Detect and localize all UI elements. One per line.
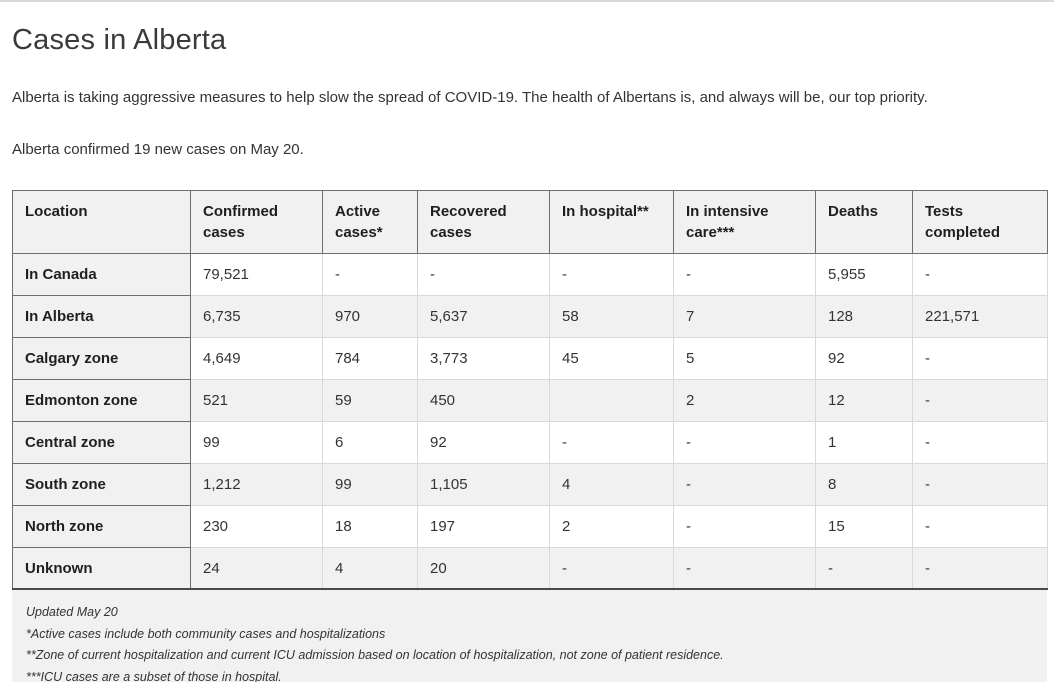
col-header-active-cases: Active cases* — [322, 189, 418, 254]
cell-confirmed: 6,735 — [190, 294, 323, 338]
cell-icu: - — [673, 420, 816, 464]
cell-hospital: 4 — [549, 462, 674, 506]
cell-deaths: 92 — [815, 336, 913, 380]
cell-recovered: 92 — [417, 420, 550, 464]
table-footnotes: Updated May 20 *Active cases include bot… — [12, 590, 1047, 682]
cases-table: Location Confirmed cases Active cases* R… — [12, 189, 1048, 591]
cell-hospital: 58 — [549, 294, 674, 338]
cell-active: 99 — [322, 462, 418, 506]
cell-deaths: 5,955 — [815, 252, 913, 296]
cell-deaths: 1 — [815, 420, 913, 464]
cell-tests: - — [912, 336, 1048, 380]
table-row: North zone 230 18 197 2 - 15 - — [12, 504, 1048, 548]
table-row: South zone 1,212 99 1,105 4 - 8 - — [12, 462, 1048, 506]
table-row: Unknown 24 4 20 - - - - — [12, 546, 1048, 591]
cell-hospital: - — [549, 420, 674, 464]
cell-hospital: - — [549, 252, 674, 296]
cell-confirmed: 99 — [190, 420, 323, 464]
cell-recovered: 450 — [417, 378, 550, 422]
table-row: In Canada 79,521 - - - - 5,955 - — [12, 252, 1048, 296]
col-header-tests-completed: Tests completed — [912, 189, 1048, 254]
cell-hospital: - — [549, 546, 674, 591]
footnote-active-cases: *Active cases include both community cas… — [26, 626, 386, 641]
cell-deaths: 15 — [815, 504, 913, 548]
cell-recovered: 3,773 — [417, 336, 550, 380]
cell-confirmed: 521 — [190, 378, 323, 422]
new-cases-line: Alberta confirmed 19 new cases on May 20… — [12, 140, 304, 158]
cell-active: - — [322, 252, 418, 296]
cell-icu: 7 — [673, 294, 816, 338]
col-header-deaths: Deaths — [815, 189, 913, 254]
page-title: Cases in Alberta — [12, 24, 227, 56]
cell-recovered: 20 — [417, 546, 550, 591]
row-label: South zone — [12, 462, 191, 506]
row-label: North zone — [12, 504, 191, 548]
cell-confirmed: 1,212 — [190, 462, 323, 506]
cell-active: 59 — [322, 378, 418, 422]
cell-icu: - — [673, 252, 816, 296]
cell-recovered: 1,105 — [417, 462, 550, 506]
row-label: Unknown — [12, 546, 191, 591]
cell-tests: - — [912, 252, 1048, 296]
table-row: Calgary zone 4,649 784 3,773 45 5 92 - — [12, 336, 1048, 380]
cell-active: 6 — [322, 420, 418, 464]
row-label: Edmonton zone — [12, 378, 191, 422]
cell-icu: - — [673, 546, 816, 591]
table-row: Edmonton zone 521 59 450 2 12 - — [12, 378, 1048, 422]
cell-deaths: 12 — [815, 378, 913, 422]
cell-tests: - — [912, 504, 1048, 548]
col-header-recovered-cases: Recovered cases — [417, 189, 550, 254]
cell-active: 970 — [322, 294, 418, 338]
cell-confirmed: 230 — [190, 504, 323, 548]
cell-hospital — [549, 378, 674, 422]
col-header-in-hospital: In hospital** — [549, 189, 674, 254]
cell-confirmed: 4,649 — [190, 336, 323, 380]
cell-tests: - — [912, 378, 1048, 422]
cell-icu: 2 — [673, 378, 816, 422]
footnote-icu: ***ICU cases are a subset of those in ho… — [26, 669, 282, 682]
row-label: In Alberta — [12, 294, 191, 338]
table-body: In Canada 79,521 - - - - 5,955 - In Albe… — [12, 252, 1048, 591]
col-header-intensive-care: In intensive care*** — [673, 189, 816, 254]
cell-confirmed: 24 — [190, 546, 323, 591]
cell-active: 784 — [322, 336, 418, 380]
cell-icu: - — [673, 504, 816, 548]
header-row: Location Confirmed cases Active cases* R… — [12, 189, 1048, 254]
cell-icu: 5 — [673, 336, 816, 380]
row-label: Central zone — [12, 420, 191, 464]
cell-confirmed: 79,521 — [190, 252, 323, 296]
cell-tests: 221,571 — [912, 294, 1048, 338]
cell-recovered: - — [417, 252, 550, 296]
cell-active: 4 — [322, 546, 418, 591]
cell-tests: - — [912, 462, 1048, 506]
footnote-updated: Updated May 20 — [26, 605, 118, 620]
cell-deaths: 128 — [815, 294, 913, 338]
col-header-location: Location — [12, 189, 191, 254]
cell-deaths: 8 — [815, 462, 913, 506]
table-header: Location Confirmed cases Active cases* R… — [12, 189, 1048, 254]
row-label: Calgary zone — [12, 336, 191, 380]
footnote-zone: **Zone of current hospitalization and cu… — [26, 648, 724, 663]
cell-icu: - — [673, 462, 816, 506]
col-header-confirmed-cases: Confirmed cases — [190, 189, 323, 254]
table-row: In Alberta 6,735 970 5,637 58 7 128 221,… — [12, 294, 1048, 338]
cell-deaths: - — [815, 546, 913, 591]
intro-paragraph: Alberta is taking aggressive measures to… — [12, 88, 928, 106]
row-label: In Canada — [12, 252, 191, 296]
table-row: Central zone 99 6 92 - - 1 - — [12, 420, 1048, 464]
cell-active: 18 — [322, 504, 418, 548]
top-divider — [0, 0, 1054, 2]
cell-recovered: 5,637 — [417, 294, 550, 338]
cell-tests: - — [912, 420, 1048, 464]
cell-hospital: 45 — [549, 336, 674, 380]
cell-tests: - — [912, 546, 1048, 591]
cell-hospital: 2 — [549, 504, 674, 548]
cell-recovered: 197 — [417, 504, 550, 548]
